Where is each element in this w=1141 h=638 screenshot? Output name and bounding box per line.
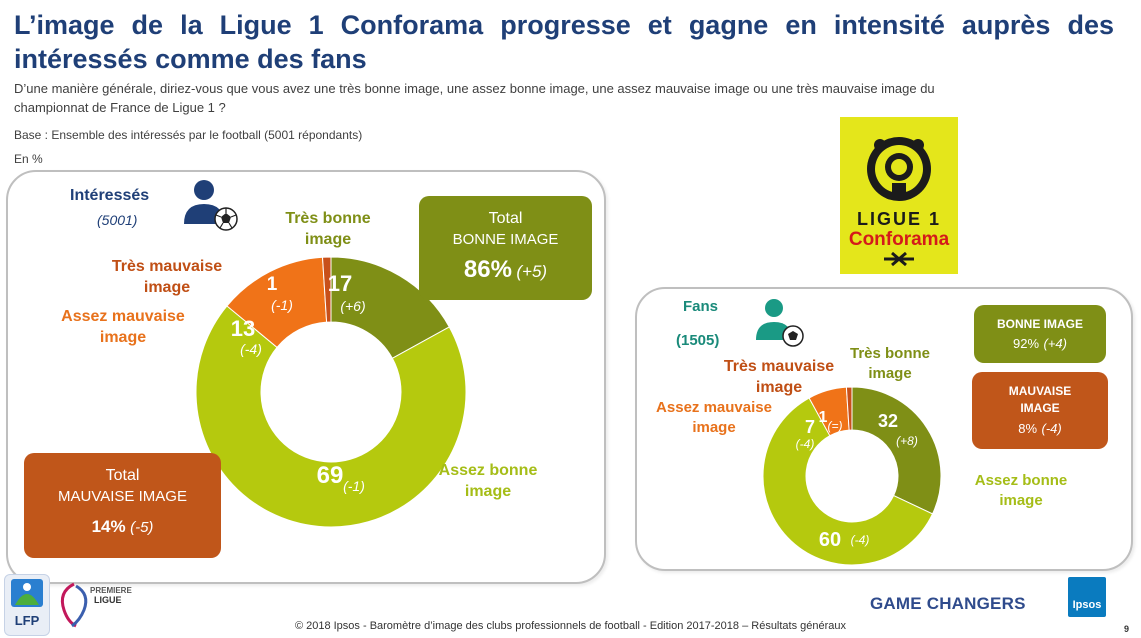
fans-bonne-image-box: BONNE IMAGE 92% (+4) bbox=[974, 305, 1106, 363]
survey-question: D’une manière générale, diriez-vous que … bbox=[14, 81, 935, 115]
label-tres-bonne-fans: Très bonne image bbox=[836, 344, 944, 384]
interesses-value-assez-bonne: 69 bbox=[317, 462, 344, 489]
ipsos-logo: Ipsos bbox=[1068, 577, 1106, 617]
total-bonne-value: 86% bbox=[463, 256, 512, 283]
ipsos-logo-text: Ipsos bbox=[1072, 599, 1102, 611]
total-mauvaise-label: MAUVAISE IMAGE bbox=[58, 488, 187, 505]
label-assez-mauvaise-fans-line2: image bbox=[692, 419, 736, 436]
label-assez-mauvaise-interesses: Assez mauvaise image bbox=[46, 306, 200, 348]
interesses-segment-tres-mauvaise bbox=[321, 256, 332, 323]
ligue1-logo-icon bbox=[867, 137, 931, 267]
fans-value-assez-mauvaise: 7 bbox=[805, 417, 815, 437]
fans-group-count: (1505) bbox=[676, 332, 720, 349]
total-bonne-image-box: Total BONNE IMAGE 86% (+5) bbox=[419, 196, 592, 300]
fans-bonne-label: BONNE IMAGE bbox=[996, 317, 1083, 331]
interesses-group-name: Intéressés bbox=[70, 187, 150, 204]
lfp-logo-icon bbox=[11, 579, 43, 607]
label-tres-mauvaise-fans-line1: Très mauvaise bbox=[723, 358, 835, 375]
fans-segment-tres-mauvaise bbox=[845, 386, 853, 431]
interesses-value-tres-mauvaise: 1 bbox=[267, 274, 278, 295]
lfp-logo: LFP bbox=[4, 574, 50, 636]
fans-mauvaise-label-2: IMAGE bbox=[1020, 401, 1060, 415]
label-assez-bonne-line1: Assez bonne bbox=[438, 462, 538, 479]
label-assez-bonne-fans: Assez bonne image bbox=[956, 471, 1086, 511]
label-tres-bonne-interesses: Très bonne image bbox=[268, 208, 388, 250]
fans-value-assez-bonne: 60 bbox=[819, 529, 841, 551]
label-assez-bonne-fans-line1: Assez bonne bbox=[974, 472, 1068, 489]
label-tres-bonne-fans-line1: Très bonne bbox=[849, 345, 931, 362]
lfp-logo-text: LFP bbox=[14, 613, 40, 628]
fan-person-icon-fans bbox=[756, 299, 804, 347]
fans-bonne-delta: (+4) bbox=[1043, 336, 1067, 351]
interesses-value-tres-bonne: 17 bbox=[328, 271, 352, 296]
interesses-delta-tres-bonne: (+6) bbox=[340, 298, 365, 314]
fans-value-tres-mauvaise: 1 bbox=[819, 409, 828, 426]
total-mauvaise-value-line: 14% (-5) bbox=[24, 517, 221, 537]
fans-delta-tres-bonne: (+8) bbox=[896, 434, 918, 448]
total-mauvaise-delta: (-5) bbox=[130, 519, 154, 536]
fans-mauvaise-delta: (-4) bbox=[1041, 421, 1062, 436]
label-tres-mauvaise-fans: Très mauvaise image bbox=[708, 356, 850, 398]
label-tres-mauvaise-line1: Très mauvaise bbox=[111, 258, 223, 275]
interesses-segment-assez-bonne bbox=[195, 305, 467, 528]
fan-person-icon bbox=[184, 180, 238, 231]
fans-mauvaise-value: 8% bbox=[1018, 421, 1038, 436]
label-assez-mauvaise-fans: Assez mauvaise image bbox=[644, 398, 784, 438]
fans-bonne-value: 92% bbox=[1013, 336, 1040, 351]
total-mauvaise-title: Total bbox=[105, 467, 140, 484]
interesses-delta-assez-bonne: (-1) bbox=[343, 478, 365, 494]
label-tres-mauvaise-fans-line2: image bbox=[755, 379, 803, 396]
label-tres-bonne-line1: Très bonne bbox=[285, 210, 371, 227]
fans-bonne-value-line: 92% (+4) bbox=[974, 335, 1106, 353]
fans-delta-tres-mauvaise: (=) bbox=[828, 419, 843, 433]
page-title-line-2: intéressés comme des fans bbox=[14, 44, 367, 74]
label-assez-mauvaise-line1: Assez mauvaise bbox=[61, 308, 185, 325]
label-assez-bonne-line2: image bbox=[464, 483, 512, 500]
interesses-delta-tres-mauvaise: (-1) bbox=[271, 297, 293, 313]
footer-copyright: © 2018 Ipsos - Baromètre d’image des clu… bbox=[294, 620, 847, 632]
total-bonne-delta: (+5) bbox=[516, 262, 548, 281]
logo-text-conforama: Conforama bbox=[848, 229, 950, 250]
label-tres-mauvaise-interesses: Très mauvaise image bbox=[92, 256, 242, 298]
total-bonne-label: BONNE IMAGE bbox=[452, 231, 559, 248]
fans-segment-tres-bonne bbox=[851, 386, 942, 515]
premiere-ligue-text-2: LIGUE bbox=[94, 595, 122, 605]
label-assez-bonne-interesses: Assez bonne image bbox=[420, 460, 556, 502]
game-changers-tagline: GAME CHANGERS bbox=[870, 594, 1026, 613]
logo-text-ligue1: LIGUE 1 bbox=[856, 209, 941, 229]
fans-mauvaise-label-1: MAUVAISE bbox=[1008, 384, 1072, 398]
fans-value-tres-bonne: 32 bbox=[878, 411, 898, 431]
ligue1-conforama-logo: LIGUE 1 Conforama bbox=[840, 117, 958, 274]
premiere-ligue-text-1: PREMIERE bbox=[90, 586, 132, 595]
fans-delta-assez-bonne: (-4) bbox=[851, 533, 870, 547]
label-assez-mauvaise-fans-line1: Assez mauvaise bbox=[656, 399, 772, 416]
label-assez-mauvaise-line2: image bbox=[99, 329, 147, 346]
interesses-group-count: (5001) bbox=[97, 212, 138, 228]
label-tres-bonne-fans-line2: image bbox=[868, 365, 912, 382]
fans-mauvaise-value-line: 8% (-4) bbox=[972, 420, 1108, 438]
page-title-line-1: L’image de la Ligue 1 Conforama progress… bbox=[14, 10, 1114, 40]
fans-delta-assez-mauvaise: (-4) bbox=[796, 437, 815, 451]
label-assez-bonne-fans-line2: image bbox=[999, 492, 1043, 509]
label-tres-mauvaise-line2: image bbox=[143, 279, 191, 296]
fans-group-name: Fans bbox=[683, 298, 719, 315]
interesses-value-assez-mauvaise: 13 bbox=[231, 316, 255, 341]
fans-segment-assez-bonne bbox=[762, 397, 934, 566]
total-bonne-title: Total bbox=[488, 210, 523, 227]
total-mauvaise-value: 14% bbox=[91, 517, 126, 536]
unit-note: En % bbox=[14, 152, 43, 166]
premiere-ligue-logo bbox=[60, 582, 88, 628]
interesses-delta-assez-mauvaise: (-4) bbox=[240, 341, 262, 357]
label-tres-bonne-line2: image bbox=[304, 231, 352, 248]
fans-mauvaise-image-box: MAUVAISE IMAGE 8% (-4) bbox=[972, 372, 1108, 449]
page-number: 9 bbox=[1123, 624, 1129, 634]
total-mauvaise-image-box: Total MAUVAISE IMAGE 14% (-5) bbox=[24, 453, 221, 558]
base-note: Base : Ensemble des intéressés par le fo… bbox=[14, 128, 363, 142]
total-bonne-value-line: 86% (+5) bbox=[419, 256, 592, 284]
